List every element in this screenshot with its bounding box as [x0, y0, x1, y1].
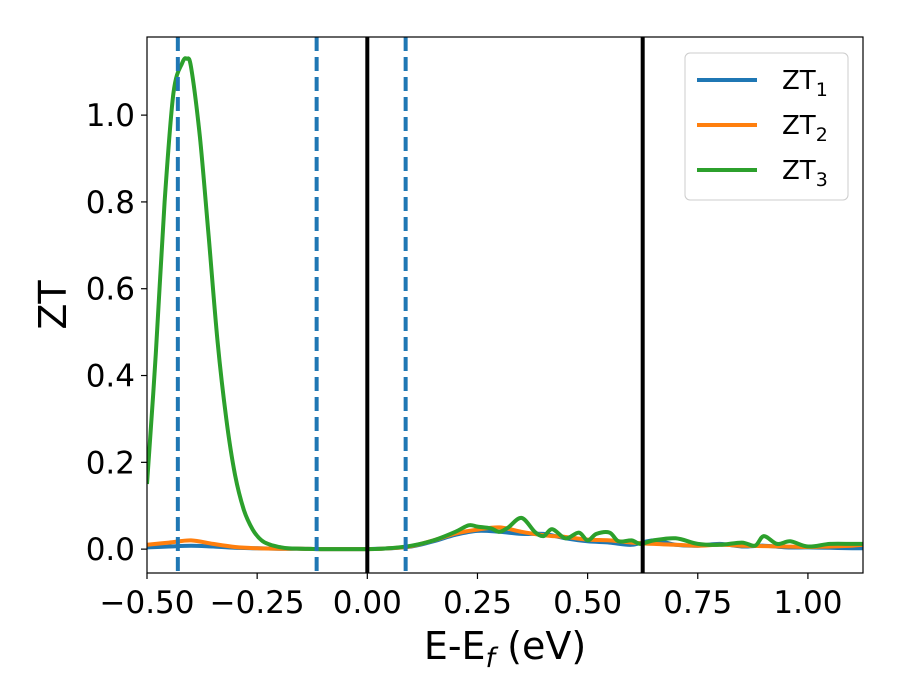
legend-entry-3: ZT3	[697, 156, 828, 191]
y-tick-label: 0.2	[86, 445, 135, 481]
legend-label-1-main: ZT	[782, 66, 816, 96]
legend-entry-1: ZT1	[697, 66, 828, 101]
legend-label-3-main: ZT	[782, 156, 816, 186]
y-tick-label: 0.0	[86, 532, 135, 568]
legend-label-3: ZT3	[782, 156, 828, 191]
x-tick-label: 0.75	[663, 585, 732, 621]
series-line-zt3	[147, 56, 863, 552]
y-tick-label: 0.6	[86, 272, 135, 308]
legend-label-3-subscript: 3	[816, 169, 828, 191]
x-axis: −0.50 −0.25 0.00 0.25 0.50 0.75 1.00	[100, 573, 842, 621]
y-tick-label: 1.0	[86, 98, 135, 134]
legend-label-2-main: ZT	[782, 111, 816, 141]
x-axis-title: E-Ef (eV)	[424, 624, 586, 674]
y-tick-label: 0.4	[86, 359, 135, 395]
legend: ZT1 ZT2 ZT3	[684, 52, 849, 201]
x-tick-label: −0.50	[100, 585, 195, 621]
legend-frame	[684, 52, 849, 201]
legend-entry-2: ZT2	[697, 111, 828, 146]
x-axis-title-unit: (eV)	[495, 624, 586, 668]
legend-label-1-subscript: 1	[816, 79, 828, 101]
x-axis-title-main: E-E	[424, 624, 486, 668]
x-tick-label: 1.00	[773, 585, 842, 621]
y-axis-title: ZT	[31, 280, 75, 330]
plot-area	[147, 37, 863, 573]
plot-content	[147, 37, 863, 573]
x-tick-label: 0.00	[333, 585, 402, 621]
y-tick-label: 0.8	[86, 185, 135, 221]
legend-label-2: ZT2	[782, 111, 828, 146]
x-tick-label: −0.25	[210, 585, 305, 621]
legend-label-2-subscript: 2	[816, 124, 828, 146]
x-tick-label: 0.50	[553, 585, 622, 621]
legend-label-1: ZT1	[782, 66, 828, 101]
plot-frame	[146, 36, 864, 574]
y-axis: 0.0 0.2 0.4 0.6 0.8 1.0	[86, 98, 147, 568]
x-tick-label: 0.25	[443, 585, 512, 621]
